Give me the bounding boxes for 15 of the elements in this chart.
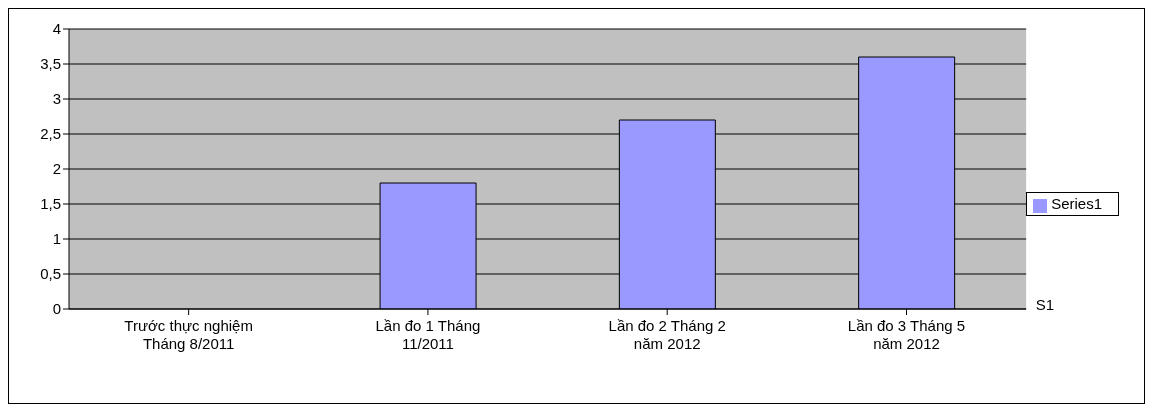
y-tick-label: 4 — [52, 20, 61, 38]
y-tick-label: 0 — [52, 300, 61, 318]
text: S1 — [1035, 296, 1054, 313]
y-tick-label: 1 — [52, 230, 61, 248]
x-tick-label: Lần đo 2 Tháng 2 năm 2012 — [608, 317, 726, 352]
y-tick-label: 3 — [52, 90, 61, 108]
x-tick-label: Trước thực nghiệm Tháng 8/2011 — [124, 317, 253, 352]
y-tick-label: 2,5 — [40, 125, 61, 143]
y-tick-label: 0,5 — [40, 265, 61, 283]
y-tick-label: 3,5 — [40, 55, 61, 73]
x-tick-label: Lần đo 3 Tháng 5 năm 2012 — [847, 317, 966, 352]
y-tick-label: 1,5 — [40, 195, 61, 213]
legend-label: Series1 — [1051, 195, 1102, 213]
y-tick-label: 2 — [52, 160, 61, 178]
x-tick-label: Lần đo 1 Tháng 11/2011 — [375, 317, 481, 352]
